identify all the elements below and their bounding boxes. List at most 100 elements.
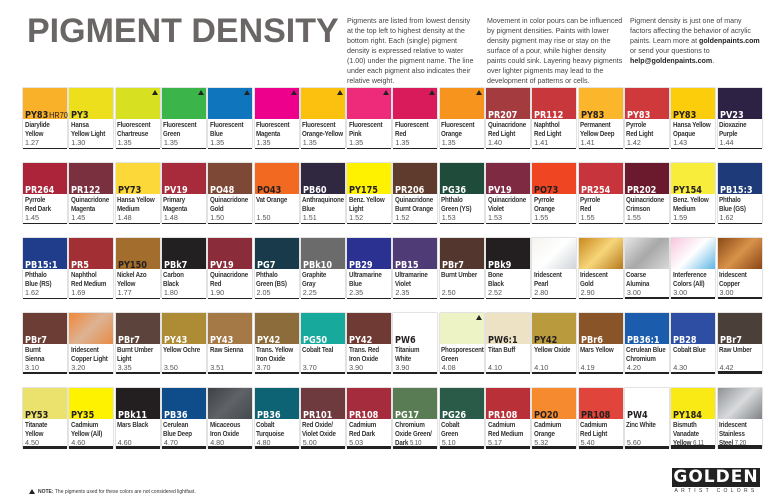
color-swatch xyxy=(23,88,67,119)
pigment-name-text: Burnt Umber Light xyxy=(117,345,154,363)
density-weight-bar xyxy=(486,298,530,299)
pigment-name: Vat Orange xyxy=(256,195,287,204)
pigment-code-text: PV19 xyxy=(488,185,512,196)
pigment-card: PY42 4.10 Yellow Oxide xyxy=(532,313,577,374)
color-swatch xyxy=(532,388,577,419)
density-value: 3.00 xyxy=(719,288,734,297)
pigment-code: PY73 xyxy=(118,185,141,196)
density-weight-bar xyxy=(624,297,669,299)
pigment-name: Permanent Yellow Deep xyxy=(580,120,615,138)
pigment-card: PG26 5.10 Cobalt Green xyxy=(439,388,484,449)
pigment-code: PY43 xyxy=(164,335,187,346)
density-value: 1.52 xyxy=(395,213,410,222)
density-weight-bar xyxy=(69,148,114,149)
pigment-code-text: PB15:1 xyxy=(25,260,58,271)
pigment-code-text: PY43 xyxy=(210,335,234,346)
pigment-code-text: PY83 xyxy=(580,110,604,121)
color-swatch xyxy=(486,388,530,419)
pigment-card: PBr6 4.19 Mars Yellow xyxy=(578,313,623,374)
pigment-name-text: Fluorescent Pink xyxy=(348,120,383,138)
color-swatch xyxy=(254,163,299,194)
color-swatch xyxy=(532,88,577,119)
color-swatch xyxy=(115,388,160,419)
density-weight-bar xyxy=(69,372,114,374)
pigment-name: Raw Umber xyxy=(719,345,752,354)
color-swatch xyxy=(161,313,206,344)
density-value: 1.90 xyxy=(210,288,225,297)
pigment-name: Ultramarine Violet xyxy=(395,270,428,288)
pigment-card: 2.90 Iridescent Gold xyxy=(578,238,623,299)
density-value: 2.52 xyxy=(488,288,502,297)
density-weight-bar xyxy=(208,446,253,449)
density-value: 1.55 xyxy=(534,213,549,222)
pigment-card: PBk9 2.52 Bone Black xyxy=(486,238,530,299)
pigment-card: PB15:3 1.62 Phthalo Blue (GS) xyxy=(717,163,762,224)
intro-paragraph: Movement in color pours can be influence… xyxy=(487,16,623,86)
density-weight-bar xyxy=(671,372,716,374)
pigment-code-text: PY42 xyxy=(256,335,280,346)
pigment-card: PB29 2.35 Ultramarine Blue xyxy=(347,238,392,299)
pigment-name-text: Carbon Black xyxy=(163,270,185,288)
density-weight-bar xyxy=(624,148,669,149)
pigment-name: Naphthol Red Medium xyxy=(71,270,106,288)
pigment-card: PY184 Bismuth Vanadate Yellow 6.11 xyxy=(671,388,716,449)
pigment-name-text: Cobalt Turquoise xyxy=(256,420,285,438)
pigment-name: Graphite Gray xyxy=(302,270,326,288)
pigment-code: PV23 xyxy=(720,110,744,121)
pigment-code: PBr7 xyxy=(442,260,464,271)
pigment-code: PY83 xyxy=(627,110,650,121)
pigment-code-text: PW4 xyxy=(626,410,648,421)
density-weight-bar xyxy=(208,372,253,374)
pigment-name: Phthalo Blue (RS) xyxy=(25,270,52,288)
intro-link[interactable]: goldenpaints.com xyxy=(699,37,760,45)
pigment-card: PB15 2.35 Ultramarine Violet xyxy=(393,238,438,299)
logo-tagline: ARTIST COLORS xyxy=(674,488,758,494)
pigment-code-text: PY53 xyxy=(25,410,49,421)
pigment-name-text: Pyrrole Red Light xyxy=(626,120,654,138)
density-value: 1.45 xyxy=(71,213,86,222)
density-weight-bar xyxy=(300,446,345,449)
density-value: 1.53 xyxy=(488,213,502,222)
pigment-name: Yellow Ochre xyxy=(163,345,200,354)
pigment-code-text: PBk11 xyxy=(117,410,147,421)
pigment-name: Burnt Sienna xyxy=(25,345,45,363)
pigment-card: PW6 3.90 Titanium White xyxy=(393,313,438,374)
pigment-code-text: PY83 xyxy=(25,110,49,121)
density-weight-bar xyxy=(254,446,299,449)
pigment-code: PG17 xyxy=(395,410,419,421)
pigment-code: PB15 xyxy=(395,260,419,271)
density-value: 4.60 xyxy=(71,438,86,447)
pigment-name-text: Fluorescent Chartreuse xyxy=(117,120,151,138)
pigment-card: 3.00 Iridescent Copper xyxy=(717,238,762,299)
pigment-card: PY83 1.43 Hansa Yellow Opaque xyxy=(671,88,716,149)
pigment-card: PY154 1.59 Benz. Yellow Medium xyxy=(671,163,716,224)
pigment-code: PR207 xyxy=(488,110,517,121)
color-swatch xyxy=(161,388,206,419)
pigment-code-text: PY3 xyxy=(71,110,89,121)
color-swatch xyxy=(624,313,669,344)
pigment-name: Fluorescent Magenta xyxy=(256,120,290,138)
color-swatch xyxy=(671,388,716,419)
pigment-name: Naphthol Red Light xyxy=(534,120,561,138)
pigment-code: PY150 xyxy=(118,260,147,271)
pigment-code: PY3 xyxy=(71,110,89,121)
pigment-code: PV19 xyxy=(164,185,188,196)
density-weight-bar xyxy=(161,446,206,449)
density-value: 3.90 xyxy=(395,363,410,372)
density-weight-bar xyxy=(624,372,669,374)
pigment-code-text: PR122 xyxy=(71,185,101,196)
pigment-name-text: Phthalo Green (BS) xyxy=(256,270,287,288)
pigment-name-text: Ultramarine Violet xyxy=(394,270,428,288)
pigment-name: Dioxazine Purple xyxy=(719,120,747,138)
pigment-card: PR112 1.41 Naphthol Red Light xyxy=(532,88,577,149)
pigment-code: PW4 xyxy=(627,410,648,421)
pigment-name: Phthalo Green (BS) xyxy=(256,270,287,288)
color-swatch xyxy=(671,88,716,119)
pigment-name: Cadmium Red Medium xyxy=(488,420,523,438)
pigment-code: PR206 xyxy=(395,185,424,196)
intro-link[interactable]: help@goldenpaints.com xyxy=(630,57,713,65)
warning-icon xyxy=(290,90,297,95)
density-weight-bar xyxy=(254,148,299,149)
density-weight-bar xyxy=(671,297,716,299)
pigment-code-text: PV19 xyxy=(163,185,188,196)
